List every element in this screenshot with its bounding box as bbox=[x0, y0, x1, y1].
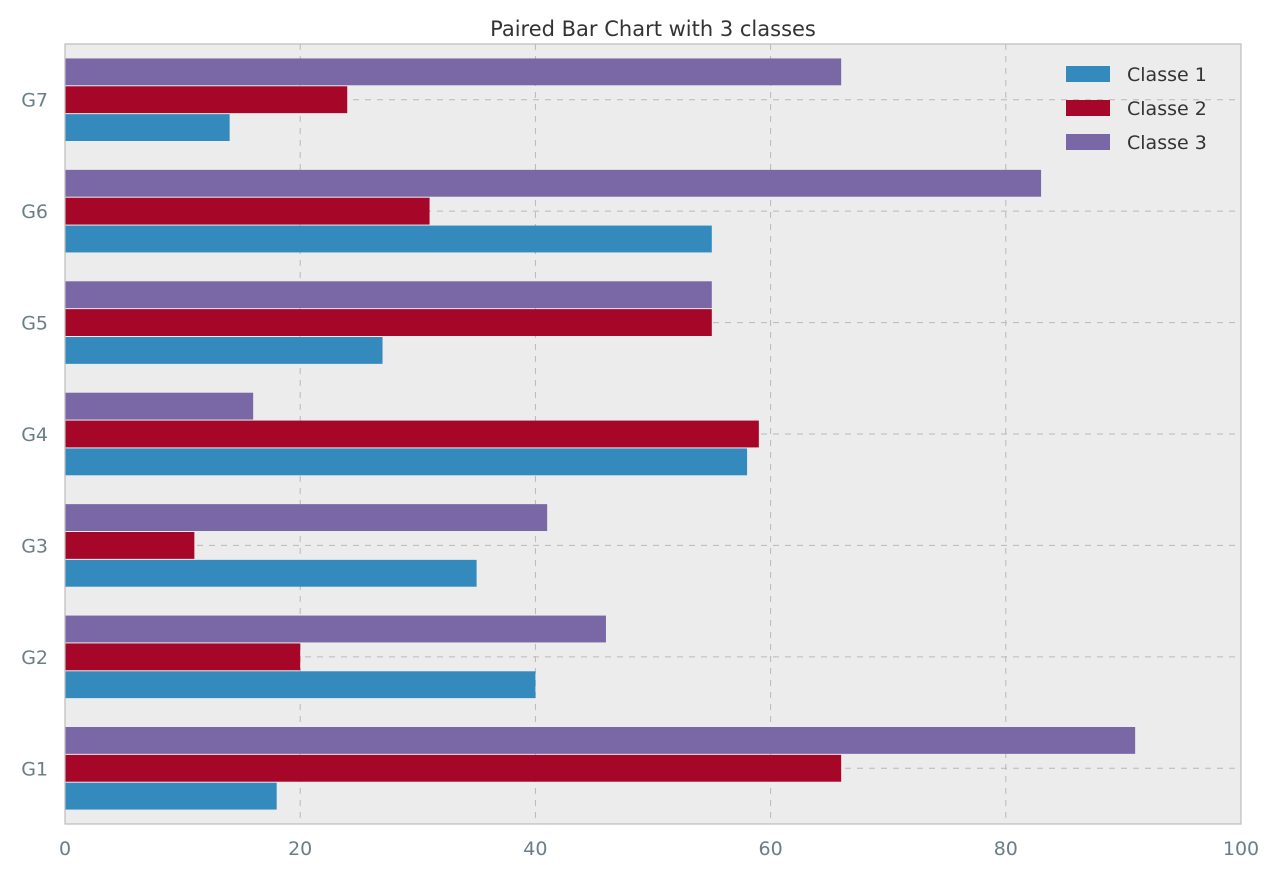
x-tick-label: 80 bbox=[994, 838, 1018, 860]
legend-swatch bbox=[1066, 100, 1110, 116]
y-tick-label: G5 bbox=[21, 313, 48, 335]
bar-g4-series-2 bbox=[65, 420, 759, 448]
legend: Classe 1 Classe 2 Classe 3 bbox=[1066, 64, 1207, 154]
legend-swatch bbox=[1066, 134, 1110, 150]
x-tick-label: 40 bbox=[523, 838, 547, 860]
x-tick-label: 0 bbox=[59, 838, 71, 860]
bar-g3-series-3 bbox=[65, 504, 548, 531]
legend-label: Classe 3 bbox=[1127, 132, 1207, 154]
y-tick-label: G4 bbox=[21, 424, 48, 446]
bar-g1-series-1 bbox=[65, 782, 277, 810]
x-tick-label: 100 bbox=[1223, 838, 1259, 860]
bar-g2-series-1 bbox=[65, 671, 536, 699]
bar-g1-series-2 bbox=[65, 754, 842, 782]
bar-g3-series-1 bbox=[65, 559, 477, 587]
bar-g5-series-3 bbox=[65, 281, 712, 309]
y-tick-label: G3 bbox=[21, 535, 48, 557]
bar-g4-series-1 bbox=[65, 448, 748, 476]
y-tick-label: G7 bbox=[21, 90, 48, 112]
y-tick-label: G6 bbox=[21, 201, 48, 223]
x-axis-ticks: 0 20 40 60 80 100 bbox=[59, 838, 1259, 860]
chart-title: Paired Bar Chart with 3 classes bbox=[490, 17, 816, 41]
bars bbox=[65, 58, 1136, 810]
bar-g5-series-1 bbox=[65, 337, 383, 364]
plot-frame bbox=[64, 43, 1242, 825]
bar-g6-series-2 bbox=[65, 197, 430, 225]
legend-label: Classe 1 bbox=[1127, 64, 1207, 86]
y-tick-label: G1 bbox=[21, 758, 48, 780]
bar-g3-series-2 bbox=[65, 532, 195, 559]
bar-g4-series-3 bbox=[65, 392, 254, 420]
y-axis-ticks: G1 G2 G3 G4 G5 G6 G7 bbox=[21, 90, 48, 781]
bar-g5-series-2 bbox=[65, 309, 712, 336]
bar-g7-series-2 bbox=[65, 86, 348, 114]
y-tick-label: G2 bbox=[21, 647, 48, 669]
bar-g6-series-3 bbox=[65, 169, 1042, 197]
bar-g7-series-1 bbox=[65, 114, 230, 141]
legend-swatch bbox=[1066, 66, 1110, 82]
bar-g6-series-1 bbox=[65, 225, 712, 253]
x-tick-label: 20 bbox=[288, 838, 312, 860]
bar-g1-series-3 bbox=[65, 727, 1136, 754]
bar-g2-series-3 bbox=[65, 615, 606, 643]
legend-label: Classe 2 bbox=[1127, 98, 1207, 120]
bar-g2-series-2 bbox=[65, 643, 301, 671]
bar-g7-series-3 bbox=[65, 58, 842, 86]
x-tick-label: 60 bbox=[759, 838, 783, 860]
